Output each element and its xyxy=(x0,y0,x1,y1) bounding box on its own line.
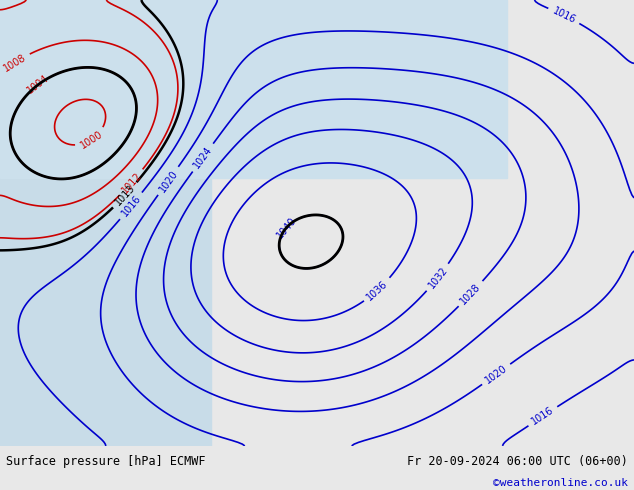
Text: Fr 20-09-2024 06:00 UTC (06+00): Fr 20-09-2024 06:00 UTC (06+00) xyxy=(407,455,628,468)
Text: 1016: 1016 xyxy=(119,193,143,219)
Text: 1004: 1004 xyxy=(25,74,51,96)
Text: 1020: 1020 xyxy=(157,168,179,194)
Text: 1013: 1013 xyxy=(113,183,137,207)
Text: 1012: 1012 xyxy=(120,170,143,195)
Text: 1032: 1032 xyxy=(426,265,450,290)
Text: 1020: 1020 xyxy=(483,363,509,386)
Text: 1028: 1028 xyxy=(458,281,483,306)
Text: 1040: 1040 xyxy=(275,215,298,241)
Text: 1016: 1016 xyxy=(551,6,577,25)
Text: 1024: 1024 xyxy=(191,145,214,171)
Bar xyxy=(0,0,211,446)
Text: 1016: 1016 xyxy=(530,405,556,427)
Text: 1036: 1036 xyxy=(365,278,390,302)
Text: 1008: 1008 xyxy=(2,52,28,74)
Text: Surface pressure [hPa] ECMWF: Surface pressure [hPa] ECMWF xyxy=(6,455,206,468)
Text: 1000: 1000 xyxy=(78,129,105,150)
Bar xyxy=(0,0,507,178)
Text: ©weatheronline.co.uk: ©weatheronline.co.uk xyxy=(493,478,628,489)
